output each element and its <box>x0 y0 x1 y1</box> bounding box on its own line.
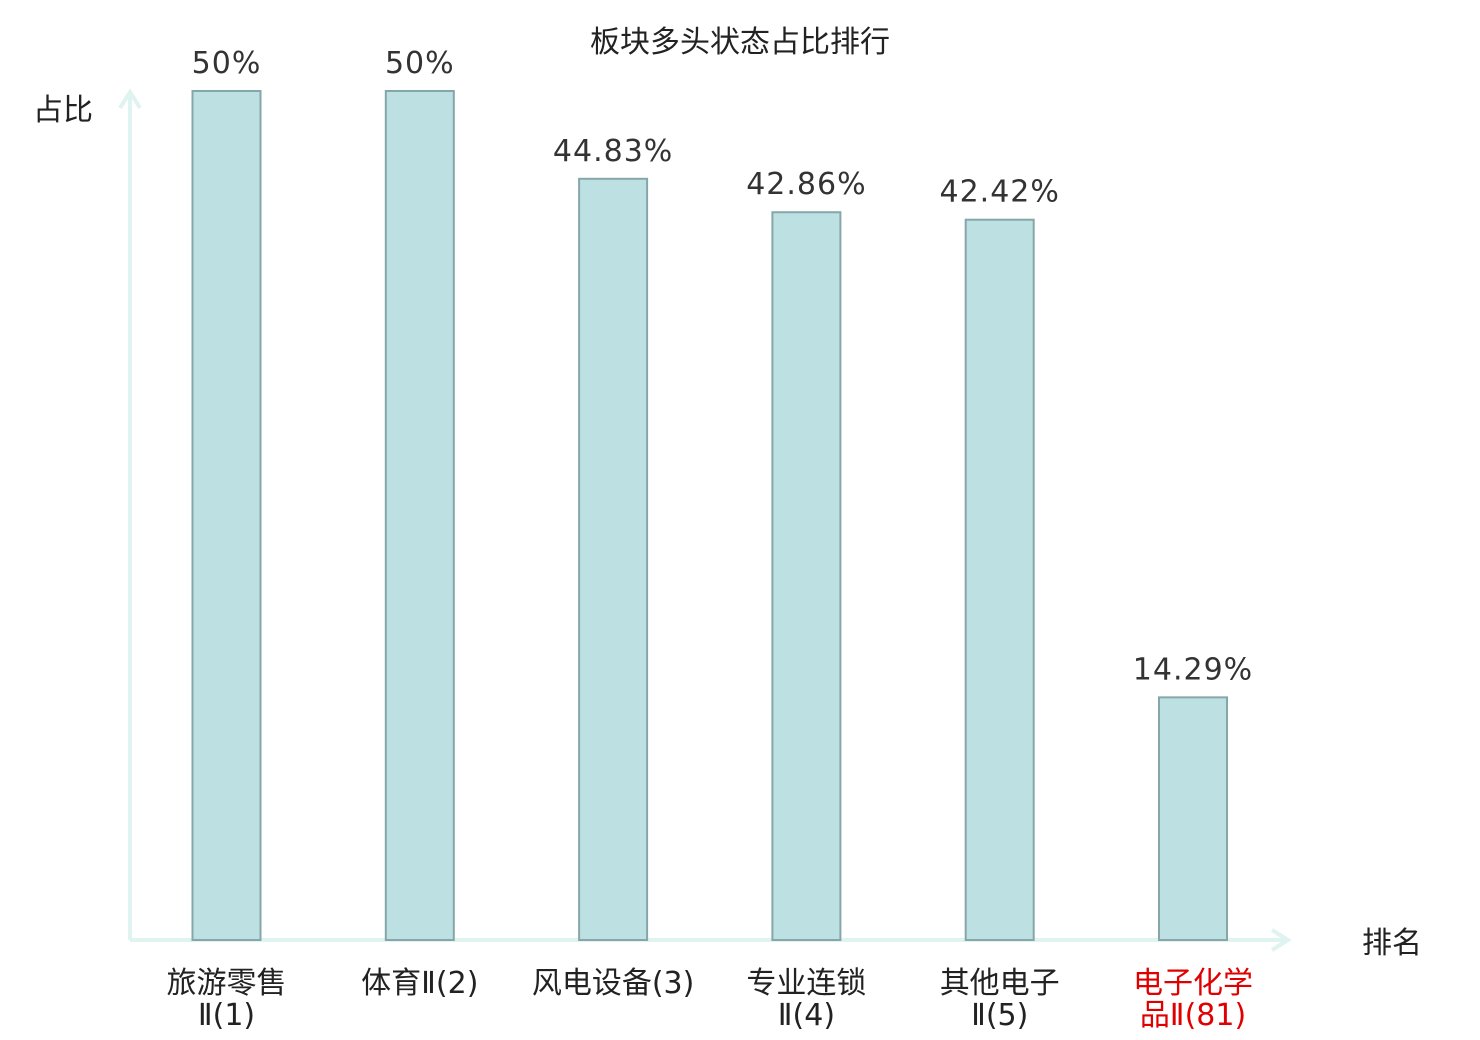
bar <box>578 177 649 941</box>
category-label: Ⅱ(1) <box>198 998 255 1033</box>
category-label: 电子化学 <box>1133 966 1253 1001</box>
category-label: Ⅱ(4) <box>778 998 835 1033</box>
category-label: 体育Ⅱ(2) <box>361 966 478 1001</box>
bar <box>771 211 842 942</box>
bar-value-label: 14.29% <box>1133 652 1253 687</box>
bar <box>384 90 455 941</box>
bar-value-label: 42.42% <box>940 175 1060 210</box>
value-labels-group: 50% 50% 44.83% 42.86% 42.42% 14.29% <box>192 46 1253 687</box>
category-label: 专业连锁 <box>746 966 866 1001</box>
category-label: 品Ⅱ(81) <box>1140 998 1246 1033</box>
category-label: 其他电子 <box>940 966 1060 1001</box>
bars-group <box>191 90 1228 942</box>
bar-value-label: 50% <box>385 46 455 81</box>
bar <box>964 218 1035 942</box>
y-axis-arrow <box>118 88 142 110</box>
bar-value-label: 50% <box>192 46 262 81</box>
bar <box>1158 696 1228 941</box>
chart-title: 板块多头状态占比排行 <box>590 25 890 60</box>
category-label: 风电设备(3) <box>532 966 695 1001</box>
x-axis-arrow <box>1270 928 1292 952</box>
category-label: Ⅱ(5) <box>971 998 1028 1033</box>
x-axis-label: 排名 <box>1362 926 1422 961</box>
bar-value-label: 44.83% <box>553 134 673 169</box>
y-axis-label: 占比 <box>33 93 93 128</box>
category-label: 旅游零售 <box>167 966 287 1001</box>
bar <box>191 90 262 941</box>
bar-value-label: 42.86% <box>746 167 866 202</box>
